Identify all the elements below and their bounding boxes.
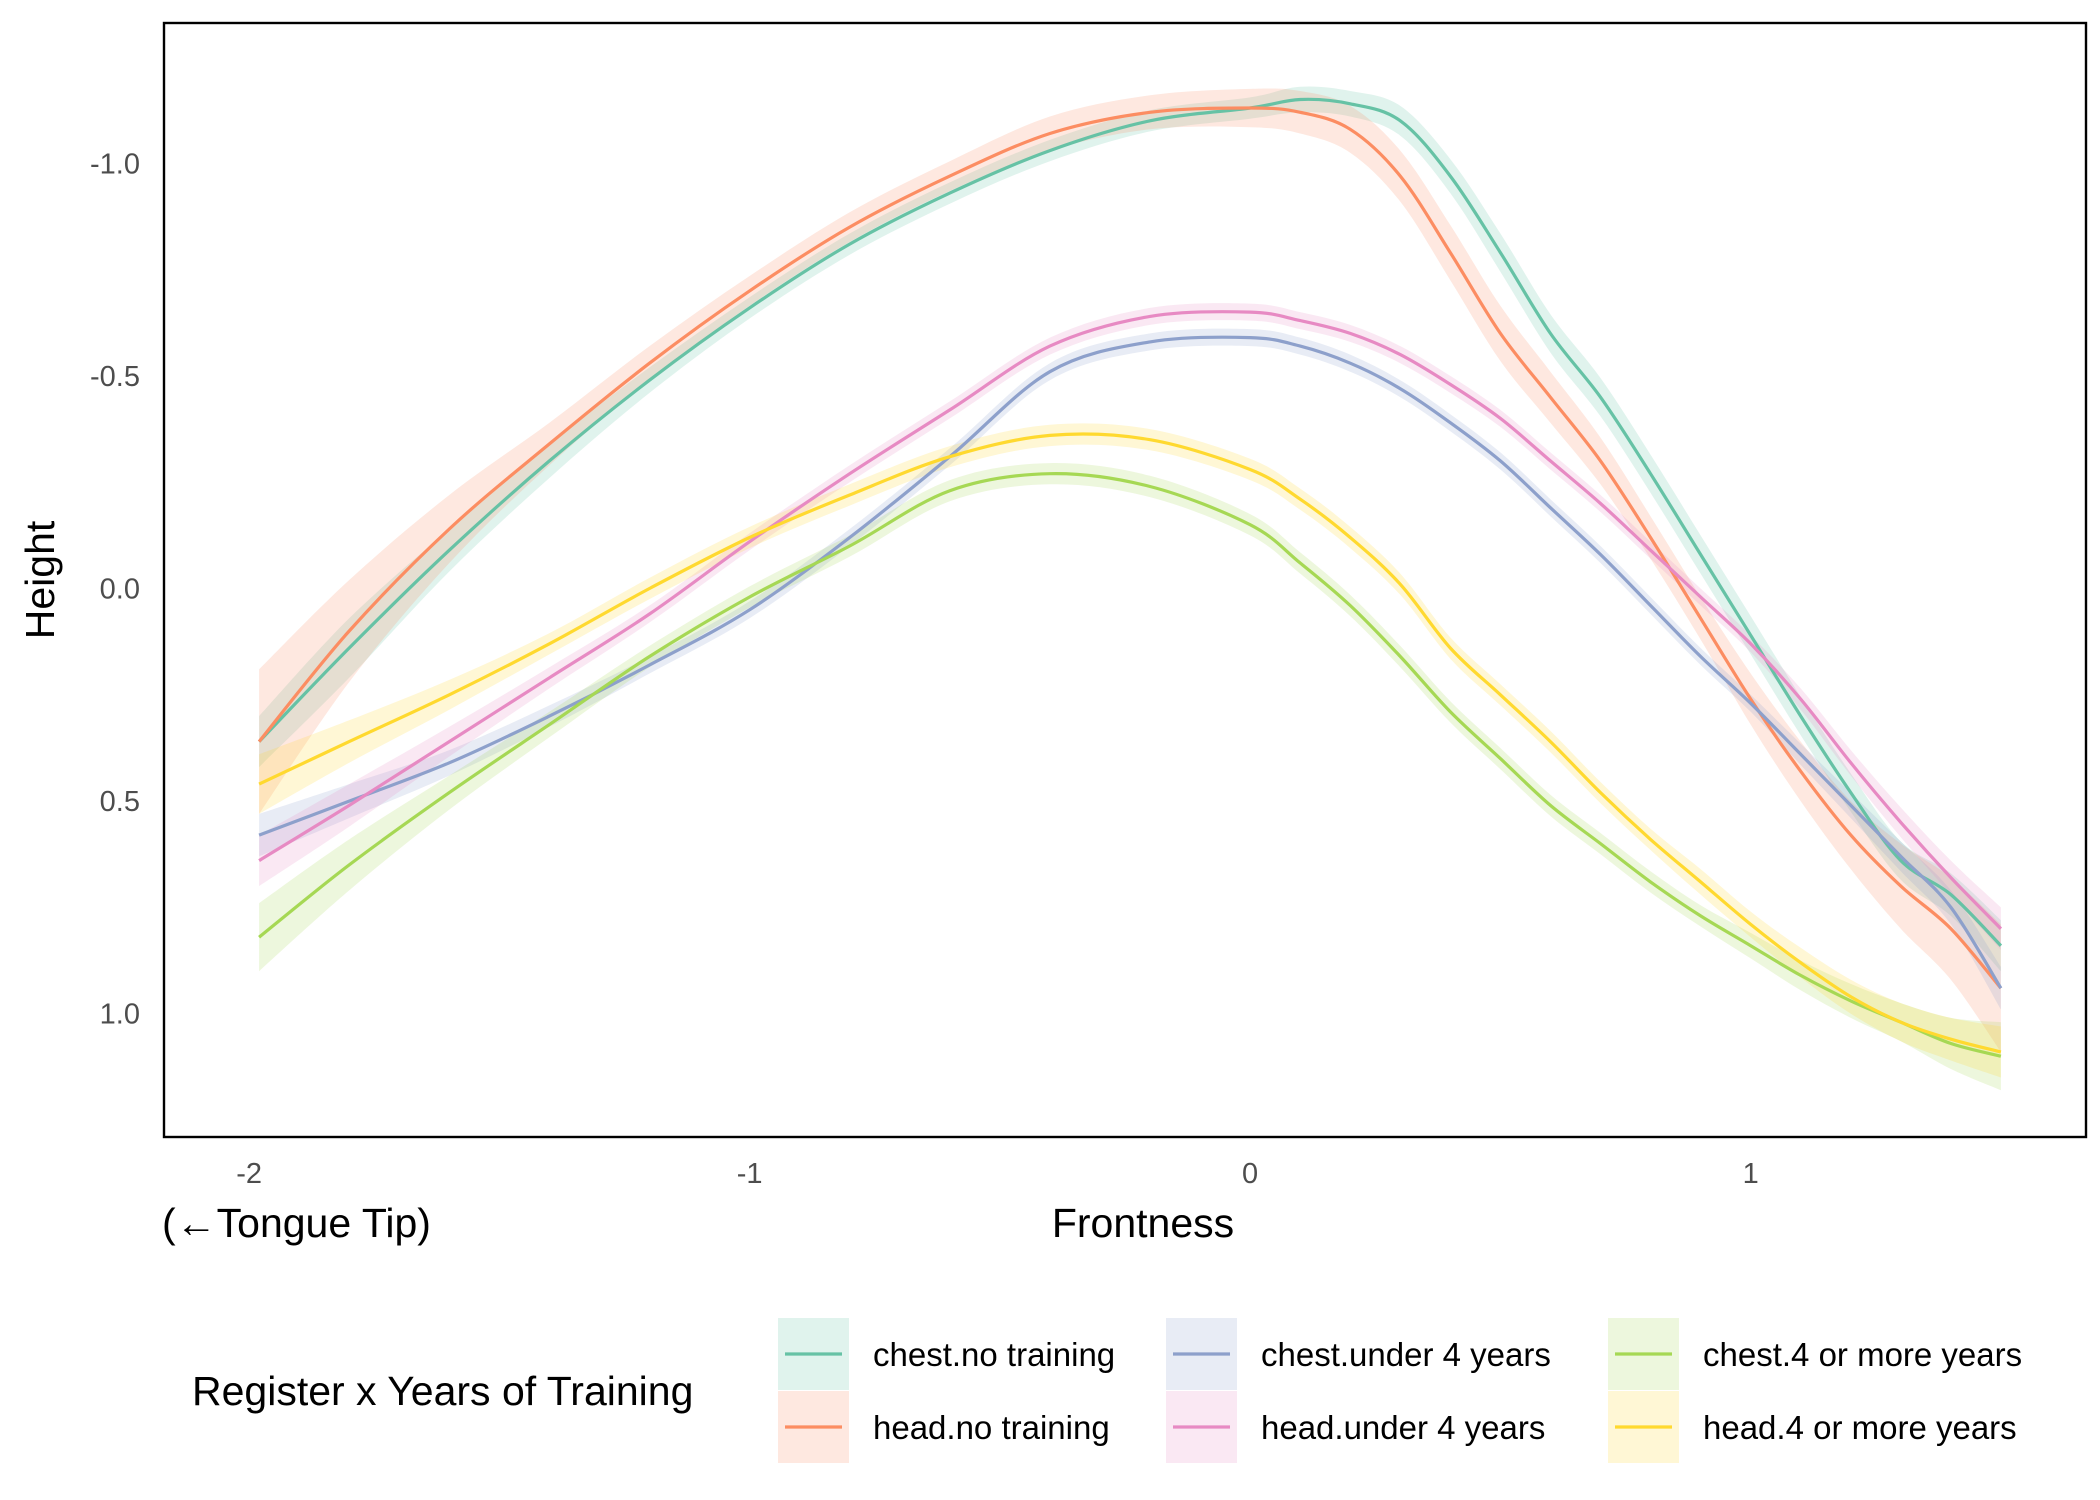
legend-item: chest.no training xyxy=(778,1318,1115,1390)
x-tick-label: -2 xyxy=(236,1158,262,1190)
legend-item: head.under 4 years xyxy=(1166,1391,1545,1463)
line-head-under-4-years xyxy=(258,310,2003,930)
y-tick-label: -1.0 xyxy=(90,148,140,180)
series-lines xyxy=(257,97,2003,1058)
legend-label: head.4 or more years xyxy=(1703,1409,2017,1446)
line-head-no-training xyxy=(257,106,2003,990)
plot-panel-border xyxy=(162,21,2088,1139)
legend-item: chest.4 or more years xyxy=(1608,1318,2022,1390)
x-axis-ticks: -2 -1 0 1 xyxy=(236,1158,1759,1190)
legend-label: chest.4 or more years xyxy=(1703,1336,2022,1373)
band-chest-no-training xyxy=(259,86,2001,972)
y-tick-label: 0.0 xyxy=(100,574,140,606)
y-axis-title: Height xyxy=(17,520,63,639)
legend-item: head.4 or more years xyxy=(1608,1391,2017,1463)
x-tick-label: -1 xyxy=(737,1158,763,1190)
x-tick-label: 0 xyxy=(1242,1158,1258,1190)
legend-label: head.no training xyxy=(873,1409,1110,1446)
line-chest-4-or-more-years xyxy=(258,472,2002,1058)
legend-item: chest.under 4 years xyxy=(1166,1318,1551,1390)
line-head-4-or-more-years xyxy=(258,432,2002,1054)
legend-label: chest.no training xyxy=(873,1336,1115,1373)
y-tick-label: -0.5 xyxy=(90,361,140,393)
y-axis-ticks: -1.0 -0.5 0.0 0.5 1.0 xyxy=(90,148,140,1030)
legend: chest.no training head.no training chest.u… xyxy=(778,1318,2022,1463)
y-tick-label: 1.0 xyxy=(100,999,140,1031)
line-chest-under-4-years xyxy=(258,335,2003,990)
legend-label: head.under 4 years xyxy=(1261,1409,1545,1446)
x-axis-annotation: (←Tongue Tip) xyxy=(162,1200,431,1246)
band-chest-4-or-more-years xyxy=(259,463,2001,1091)
legend-item: head.no training xyxy=(778,1391,1110,1463)
line-chest-no-training xyxy=(257,97,2003,947)
legend-label: chest.under 4 years xyxy=(1261,1336,1551,1373)
x-tick-label: 1 xyxy=(1743,1158,1759,1190)
legend-title: Register x Years of Training xyxy=(192,1368,693,1414)
band-head-under-4-years xyxy=(259,303,2001,950)
x-axis-title: Frontness xyxy=(1052,1200,1234,1246)
y-tick-label: 0.5 xyxy=(100,786,140,818)
